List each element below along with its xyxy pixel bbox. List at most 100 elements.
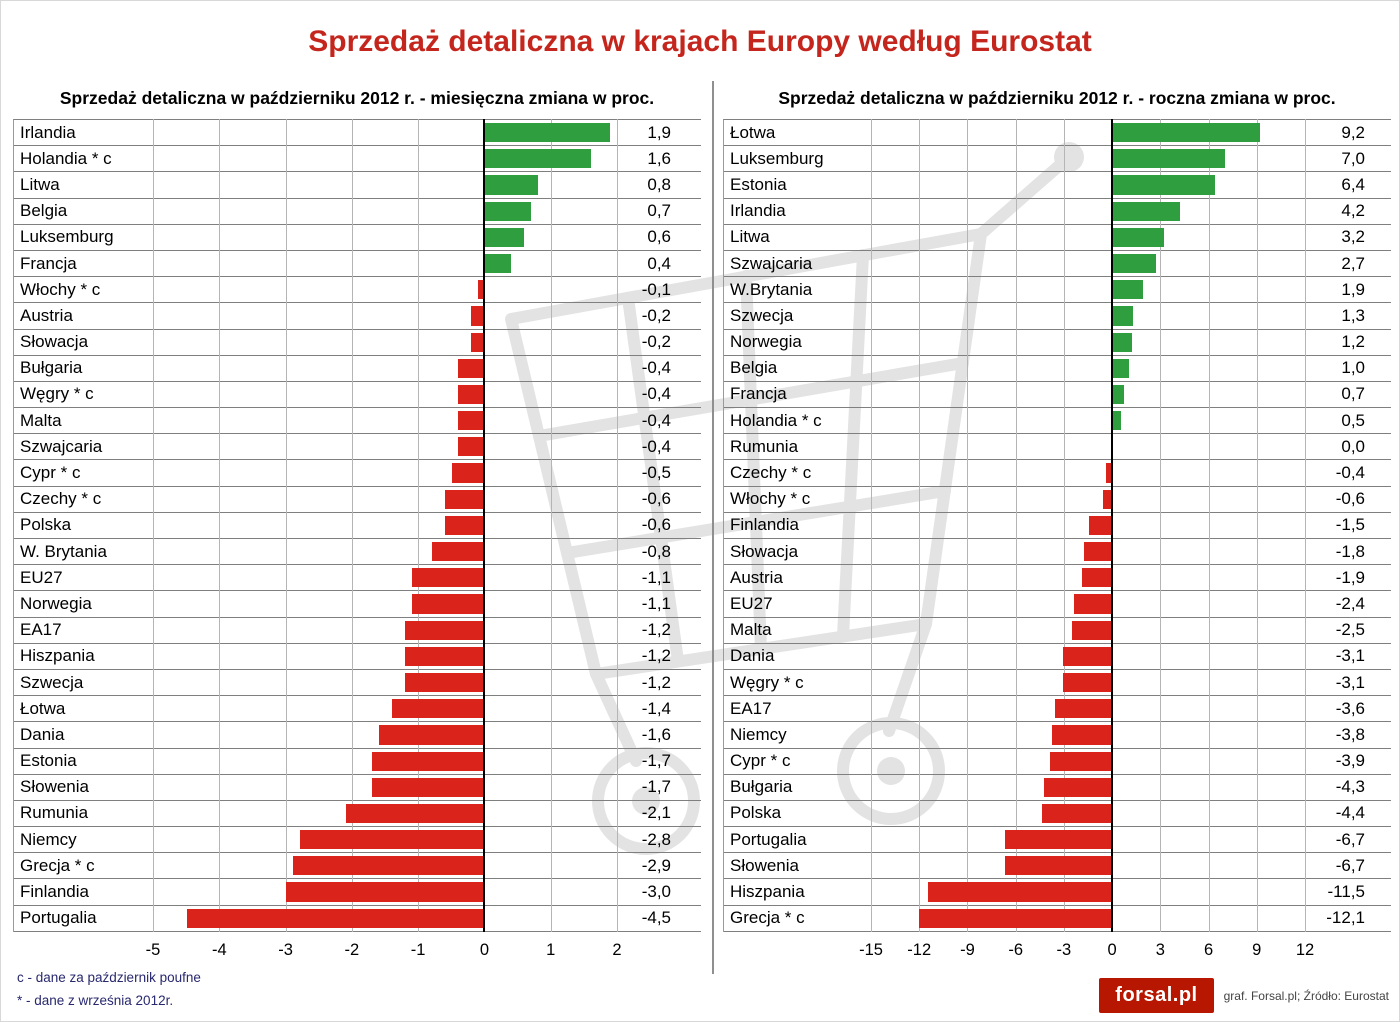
negative-bar: [392, 699, 485, 719]
category-label: Finlandia: [730, 515, 799, 535]
category-label: Czechy * c: [20, 489, 102, 509]
shopping-cart-watermark: [505, 142, 1084, 855]
plot-cell: [154, 356, 617, 381]
plot-cell: [154, 277, 617, 302]
negative-bar: [1082, 568, 1113, 588]
negative-bar: [458, 437, 485, 457]
chart-row: Luksemburg 0,6: [14, 225, 701, 251]
category-label: Portugalia: [20, 908, 97, 928]
negative-bar: [1083, 542, 1113, 562]
category-label: Hiszpania: [20, 646, 95, 666]
category-label: EU27: [20, 567, 63, 587]
category-label: Estonia: [20, 751, 77, 771]
plot-cell: [154, 539, 617, 564]
chart-row: Estonia 6,4: [724, 172, 1391, 199]
plot-cell: [154, 487, 617, 512]
positive-bar: [1112, 123, 1261, 143]
value-label: 1,2: [1341, 332, 1365, 352]
value-label: -3,0: [641, 882, 671, 902]
chart-row: Malta -2,5: [724, 618, 1391, 644]
category-label: Luksemburg: [730, 148, 824, 168]
plot-cell: [872, 356, 1305, 381]
positive-bar: [484, 123, 611, 143]
value-label: -1,7: [641, 751, 671, 771]
category-label: Dania: [730, 646, 775, 666]
value-label: -1,2: [641, 620, 671, 640]
category-label: Malta: [730, 620, 772, 640]
plot-cell: [872, 199, 1305, 224]
x-tick-label: 0: [479, 940, 490, 959]
category-label: Litwa: [20, 174, 60, 194]
chart-row: Słowacja -1,8: [724, 539, 1391, 566]
category-label: Portugalia: [730, 829, 807, 849]
credit-text: graf. Forsal.pl; Źródło: Eurostat: [1223, 988, 1389, 1003]
chart-row: Szwecja -1,2: [14, 670, 701, 697]
category-label: Grecja * c: [730, 908, 805, 928]
value-label: -6,7: [1335, 855, 1365, 875]
plot-cell: [872, 775, 1305, 800]
negative-bar: [345, 803, 485, 824]
plot-cell: [872, 565, 1305, 590]
chart-row: Polska -4,4: [724, 801, 1391, 828]
negative-bar: [372, 777, 485, 797]
category-label: Polska: [730, 803, 782, 823]
chart-row: Litwa 3,2: [724, 225, 1391, 251]
plot-cell: [872, 618, 1305, 643]
negative-bar: [1074, 594, 1113, 614]
category-label: Finlandia: [20, 882, 89, 902]
value-label: -3,1: [1335, 646, 1365, 666]
plot-cell: [872, 146, 1305, 171]
chart-row: Finlandia -3,0: [14, 879, 701, 906]
category-label: Słowacja: [20, 332, 89, 352]
value-label: -0,4: [1335, 463, 1365, 483]
category-label: Estonia: [730, 174, 787, 194]
category-label: Belgia: [730, 358, 778, 378]
value-label: -4,4: [1335, 803, 1365, 823]
chart-row: Węgry * c -0,4: [14, 382, 701, 409]
value-label: -2,5: [1335, 620, 1365, 640]
value-label: -11,5: [1327, 882, 1366, 902]
category-label: Szwajcaria: [730, 253, 813, 273]
plot-cell: [154, 906, 617, 931]
positive-bar: [1112, 280, 1144, 300]
chart-row: Irlandia 1,9: [14, 120, 701, 147]
x-tick-label: -6: [1008, 940, 1023, 959]
chart-row: Łotwa 9,2: [724, 120, 1391, 147]
chart-body: Łotwa 9,2 Luksemburg 7,0 Estonia 6,4 Irlandia 4…: [723, 119, 1391, 932]
negative-bar: [405, 620, 485, 640]
category-label: Austria: [20, 305, 73, 325]
positive-bar: [484, 227, 525, 247]
plot-cell: [154, 644, 617, 669]
vertical-divider: [712, 81, 714, 974]
chart-row: Norwegia 1,2: [724, 330, 1391, 356]
positive-bar: [484, 175, 538, 195]
value-label: 0,0: [1341, 436, 1365, 456]
negative-bar: [372, 751, 485, 771]
chart-rows: Łotwa 9,2 Luksemburg 7,0 Estonia 6,4 Irlandia 4…: [723, 119, 1391, 932]
positive-bar: [1112, 384, 1124, 405]
chart-row: Łotwa -1,4: [14, 696, 701, 723]
chart-row: Niemcy -2,8: [14, 827, 701, 854]
chart-row: Cypr * c -0,5: [14, 460, 701, 487]
footnotes: c - dane za październik poufne * - dane …: [17, 966, 201, 1013]
x-tick-label: 6: [1203, 940, 1214, 959]
value-label: -0,2: [641, 332, 671, 352]
value-label: -2,8: [641, 829, 671, 849]
plot-cell: [154, 172, 617, 197]
chart-body: Irlandia 1,9 Holandia * c 1,6 Litwa 0,8 Belgia…: [13, 119, 701, 932]
positive-bar: [484, 149, 591, 169]
value-label: -1,2: [641, 672, 671, 692]
category-label: Holandia * c: [730, 410, 822, 430]
category-label: Irlandia: [730, 201, 786, 221]
plot-cell: [872, 591, 1305, 616]
value-label: -0,4: [641, 410, 671, 430]
plot-cell: [154, 801, 617, 826]
negative-bar: [286, 882, 485, 902]
category-label: Łotwa: [20, 698, 66, 718]
category-label: Norwegia: [730, 332, 802, 352]
value-label: 1,9: [1341, 279, 1365, 299]
plot-cell: [154, 670, 617, 695]
negative-bar: [405, 672, 485, 693]
positive-bar: [1112, 201, 1180, 221]
value-label: 1,6: [647, 148, 671, 168]
